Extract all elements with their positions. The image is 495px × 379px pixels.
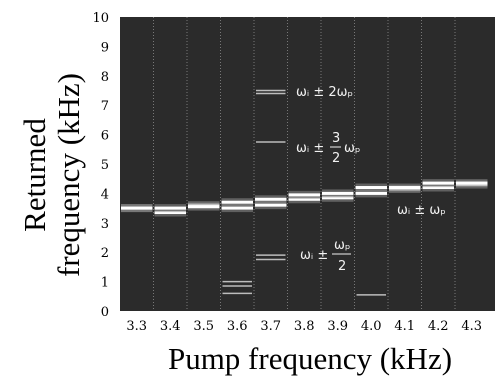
x-tick-label: 4.1 bbox=[394, 319, 415, 334]
band-mark bbox=[456, 181, 488, 185]
band-mark bbox=[221, 200, 253, 204]
annotation-prefix: ωᵢ ± bbox=[296, 141, 324, 156]
band-mark bbox=[355, 186, 387, 190]
x-tick-label: 4.0 bbox=[361, 319, 382, 334]
x-tick-label: 3.3 bbox=[126, 319, 147, 334]
y-tick-label: 8 bbox=[101, 70, 109, 85]
annotation-text: ωᵢ ± 2ωₚ bbox=[296, 85, 353, 100]
x-axis-ticks: 3.3 3.4 3.5 3.6 3.7 3.8 3.9 4.0 4.1 4.2 4.3 bbox=[126, 319, 482, 334]
y-tick-label: 9 bbox=[101, 40, 109, 55]
band-mark bbox=[121, 206, 153, 210]
y-axis-title-line2: frequency (kHz) bbox=[51, 73, 86, 277]
y-tick-label: 2 bbox=[101, 246, 109, 261]
annotation-denominator: 2 bbox=[338, 259, 346, 274]
y-tick-label: 1 bbox=[101, 276, 109, 291]
x-tick-label: 3.6 bbox=[227, 319, 248, 334]
band-mark bbox=[322, 196, 354, 200]
annotation-numerator: 3 bbox=[332, 131, 340, 146]
band-mark bbox=[288, 193, 320, 197]
y-tick-label: 3 bbox=[101, 217, 109, 232]
annotation-prefix: ωᵢ ± bbox=[300, 248, 328, 263]
band-mark bbox=[154, 206, 186, 210]
y-axis-title-line1: Returned bbox=[17, 118, 52, 232]
annotation-3-2wp: ωᵢ ± 3 2 ωₚ bbox=[296, 131, 360, 166]
x-tick-label: 4.3 bbox=[461, 319, 482, 334]
x-tick-label: 4.2 bbox=[428, 319, 449, 334]
band-mark bbox=[255, 203, 287, 207]
annotation-suffix: ωₚ bbox=[344, 141, 360, 156]
x-tick-label: 3.7 bbox=[260, 319, 281, 334]
y-tick-label: 4 bbox=[101, 187, 109, 202]
y-axis-ticks: 0 1 2 3 4 5 6 7 8 9 10 bbox=[92, 11, 109, 320]
x-tick-label: 3.9 bbox=[327, 319, 348, 334]
band-mark bbox=[221, 206, 253, 210]
y-tick-label: 5 bbox=[101, 158, 109, 173]
annotation-text: ωᵢ ± ωₚ bbox=[397, 203, 446, 218]
y-tick-label: 6 bbox=[101, 129, 109, 144]
annotation-wp-2: ωᵢ ± ωₚ 2 bbox=[300, 238, 351, 274]
x-tick-label: 3.4 bbox=[160, 319, 181, 334]
band-mark bbox=[188, 205, 220, 209]
band-mark bbox=[422, 186, 454, 190]
band-mark bbox=[355, 191, 387, 195]
band-mark bbox=[288, 197, 320, 201]
x-tick-label: 3.5 bbox=[193, 319, 214, 334]
band-mark bbox=[389, 186, 421, 190]
band-mark bbox=[154, 211, 186, 215]
y-axis-title: Returned frequency (kHz) bbox=[17, 73, 86, 277]
data-bands bbox=[121, 179, 488, 217]
gridlines bbox=[153, 17, 456, 311]
band-mark bbox=[422, 181, 454, 185]
x-tick-label: 3.8 bbox=[294, 319, 315, 334]
band-mark bbox=[322, 191, 354, 195]
x-axis-title: Pump frequency (kHz) bbox=[168, 341, 452, 376]
y-tick-label: 0 bbox=[101, 305, 109, 320]
plot-area bbox=[120, 17, 495, 311]
y-tick-label: 10 bbox=[92, 11, 109, 26]
faint-lines bbox=[222, 89, 386, 296]
annotation-2wp: ωᵢ ± 2ωₚ bbox=[296, 85, 353, 100]
y-tick-label: 7 bbox=[101, 99, 109, 114]
annotation-wp: ωᵢ ± ωₚ bbox=[397, 203, 446, 218]
band-mark bbox=[255, 197, 287, 201]
annotation-numerator: ωₚ bbox=[334, 238, 350, 253]
annotation-denominator: 2 bbox=[332, 151, 340, 166]
